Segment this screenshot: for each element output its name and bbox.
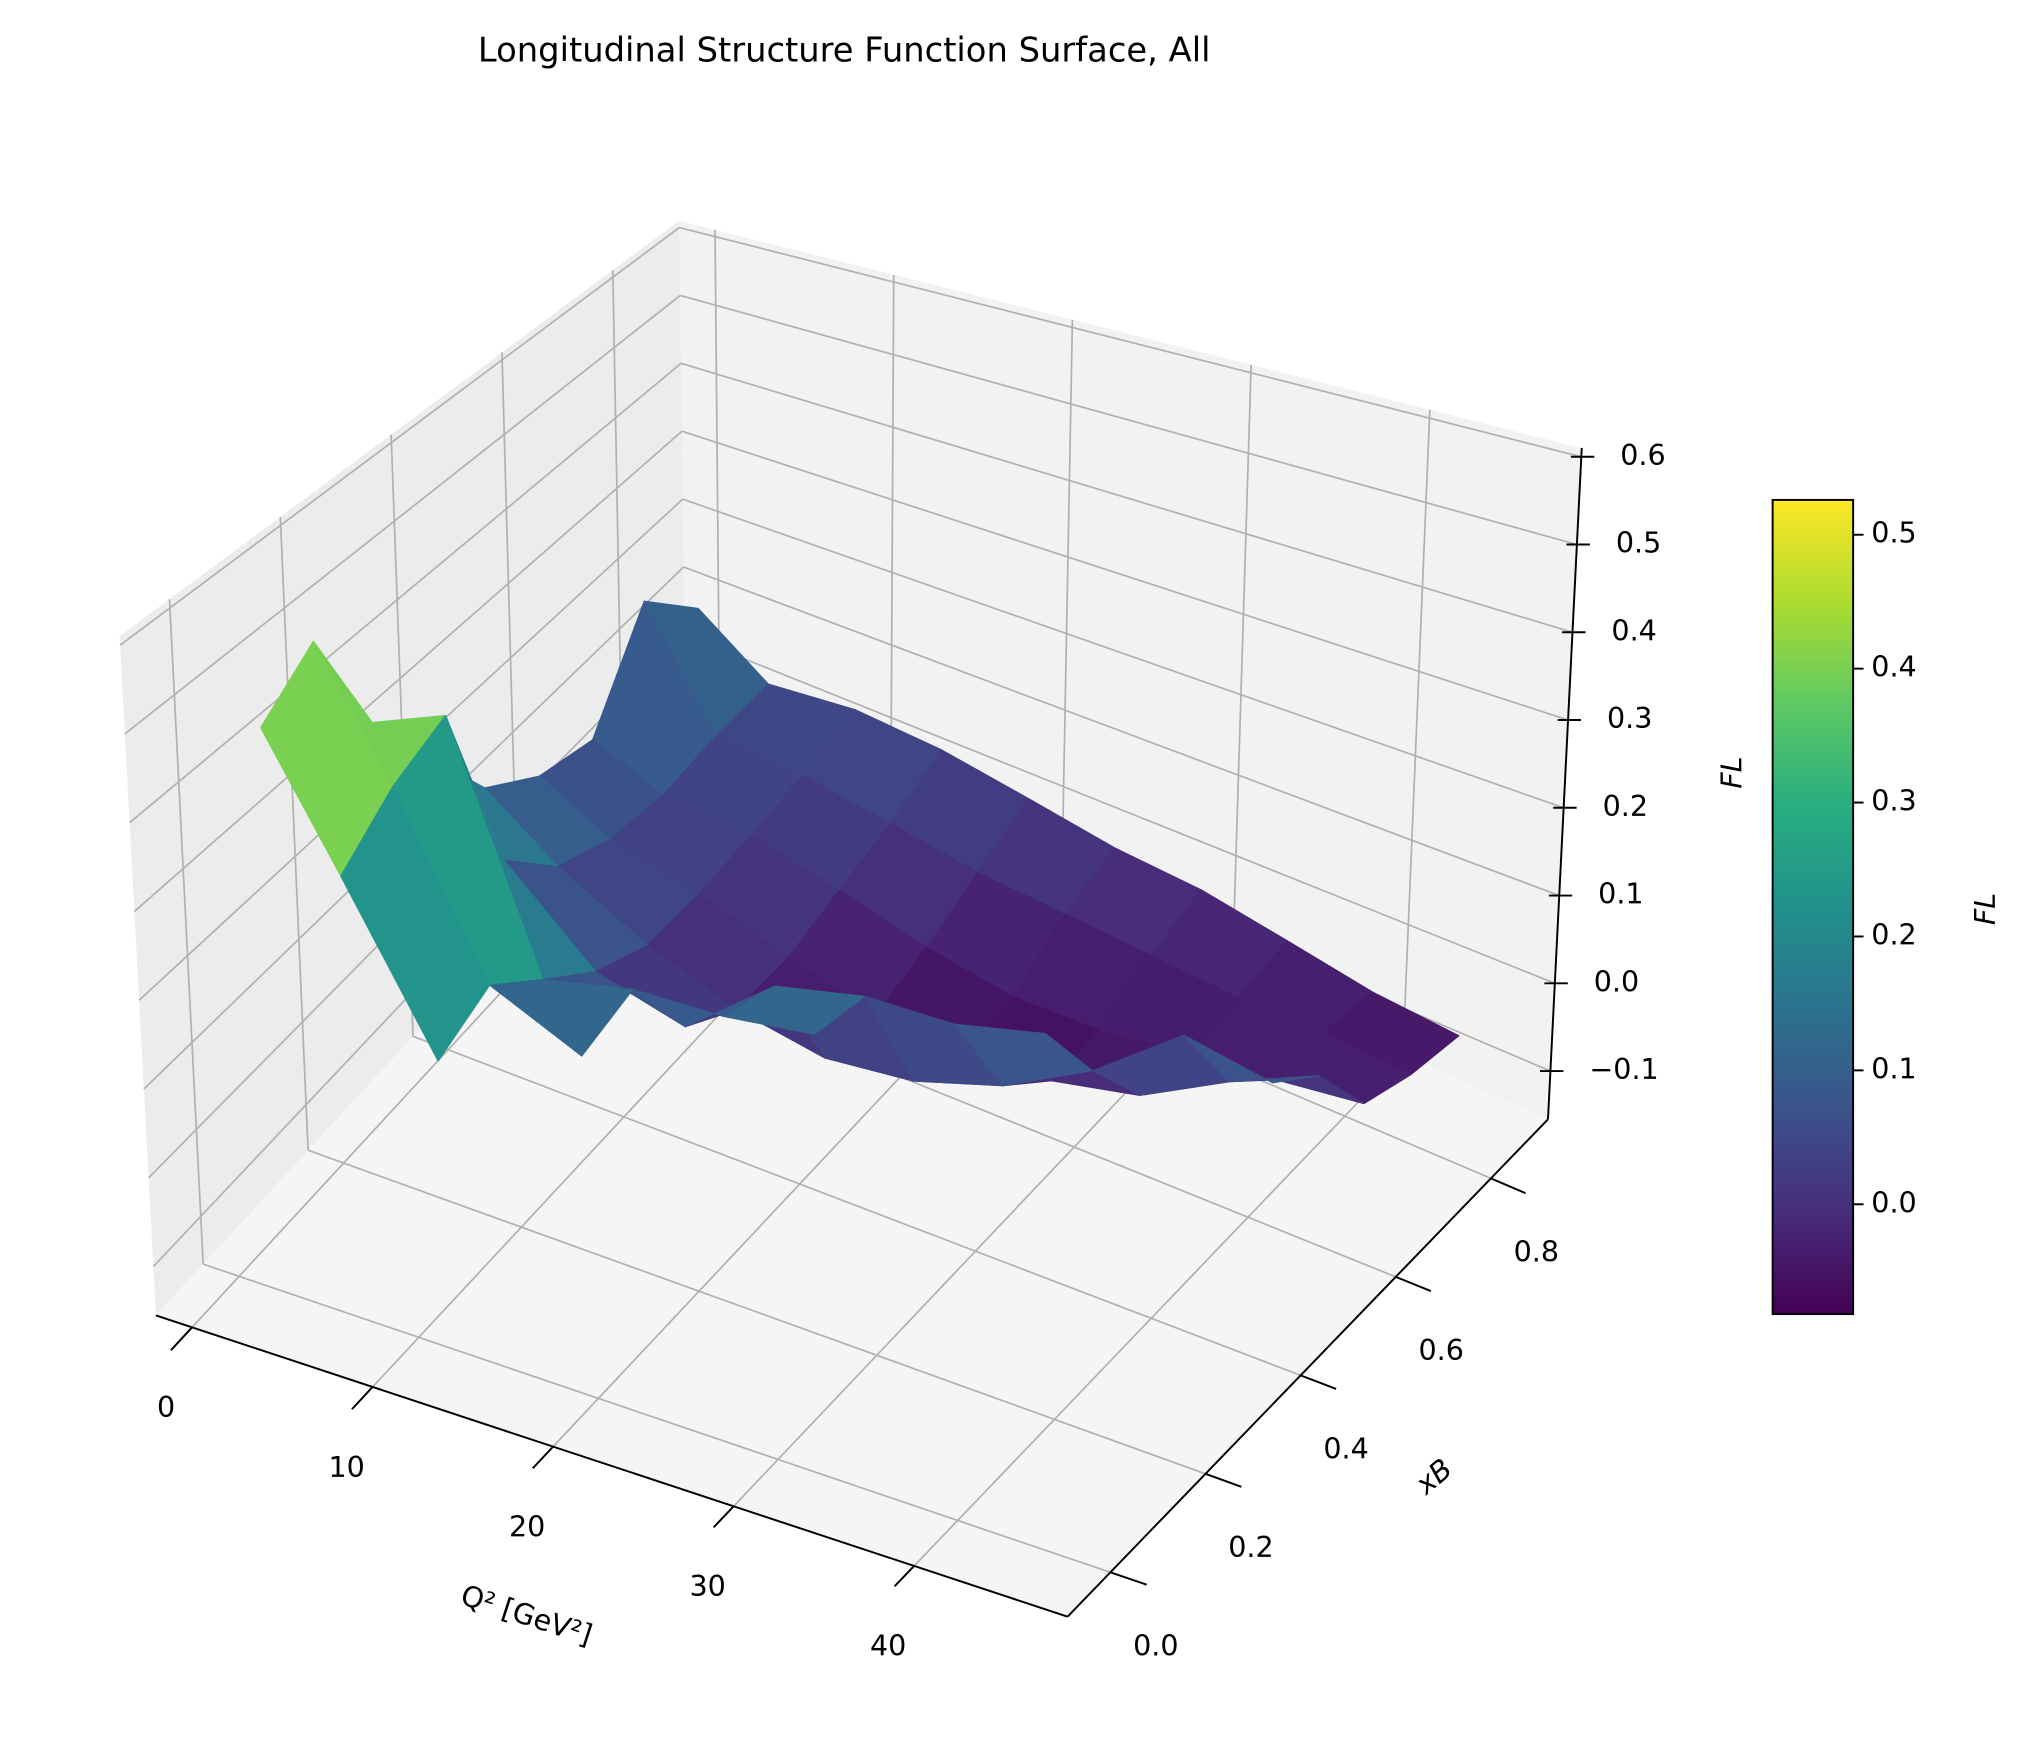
grid-line — [1402, 409, 1431, 1056]
grid-line — [683, 566, 1560, 897]
z-tick-label: 0.3 — [1607, 701, 1652, 735]
y-tick — [1395, 1275, 1432, 1292]
y-axis-label: xB — [1408, 1451, 1459, 1501]
z-tick-label: 0.4 — [1611, 613, 1656, 647]
z-tick-label: 0.5 — [1616, 526, 1661, 560]
x-tick — [351, 1386, 374, 1410]
x-axis-label: Q² [GeV²] — [457, 1578, 597, 1652]
colorbar-label: FL — [1968, 893, 2002, 925]
y-tick-label: 0.8 — [1514, 1235, 1559, 1269]
z-axis-label: FL — [1715, 756, 1749, 788]
colorbar — [1771, 498, 1855, 1316]
z-tick-label: 0.1 — [1598, 877, 1643, 911]
y-tick-label: 0.6 — [1419, 1333, 1464, 1367]
grid-line — [129, 362, 682, 824]
x-tick — [170, 1326, 193, 1351]
colorbar-tick-label: 0.1 — [1871, 1051, 1916, 1085]
surface-patch — [340, 785, 491, 1062]
colorbar-tick-label: 0.2 — [1871, 917, 1916, 951]
x-tick — [893, 1565, 915, 1588]
x-tick-label: 40 — [870, 1629, 906, 1663]
grid-line — [279, 516, 309, 1151]
grid-line — [307, 1149, 1206, 1475]
y-axis-line — [1066, 1118, 1549, 1618]
grid-line — [682, 498, 1564, 809]
grid-line — [680, 362, 1573, 634]
grid-line — [1060, 319, 1074, 906]
y-tick-label: 0.0 — [1133, 1629, 1178, 1663]
z-axis-line — [1547, 447, 1583, 1120]
y-tick — [1110, 1571, 1147, 1586]
grid-line — [412, 1035, 1301, 1377]
grid-line — [168, 599, 205, 1265]
y-tick — [1490, 1177, 1527, 1195]
grid-line — [913, 1054, 1404, 1567]
grid-line — [133, 430, 683, 913]
surface-patch — [1183, 1034, 1320, 1084]
colorbar-tick-label: 0.4 — [1871, 650, 1916, 684]
x-tick — [712, 1505, 735, 1528]
y-tick-label: 0.2 — [1228, 1530, 1273, 1564]
grid-line — [684, 634, 1556, 985]
chart-title: Longitudinal Structure Function Surface,… — [478, 30, 1211, 69]
z-tick-label: 0.0 — [1594, 964, 1639, 998]
x-tick-label: 20 — [509, 1509, 545, 1543]
x-tick-label: 0 — [157, 1390, 175, 1424]
grid-line — [202, 1263, 1111, 1574]
pane-back — [679, 220, 1582, 1120]
x-axis-line — [155, 1314, 1068, 1618]
x-tick — [532, 1445, 554, 1469]
x-tick-label: 10 — [328, 1450, 364, 1484]
y-tick — [1300, 1374, 1337, 1390]
z-tick-label: 0.6 — [1620, 438, 1665, 472]
y-tick-label: 0.4 — [1323, 1432, 1368, 1466]
grid-line — [679, 226, 1582, 458]
colorbar-tick-label: 0.5 — [1871, 516, 1916, 550]
grid-line — [679, 294, 1578, 546]
colorbar-tick-label: 0.0 — [1871, 1185, 1916, 1219]
grid-line — [124, 294, 681, 735]
x-tick-label: 30 — [689, 1569, 725, 1603]
grid-line — [681, 430, 1569, 721]
grid-line — [119, 226, 680, 646]
colorbar-tick-label: 0.3 — [1871, 784, 1916, 818]
z-tick-label: 0.2 — [1603, 789, 1648, 823]
y-tick — [1205, 1472, 1242, 1488]
grid-line — [1231, 364, 1252, 981]
z-tick-label: −0.1 — [1589, 1052, 1658, 1086]
